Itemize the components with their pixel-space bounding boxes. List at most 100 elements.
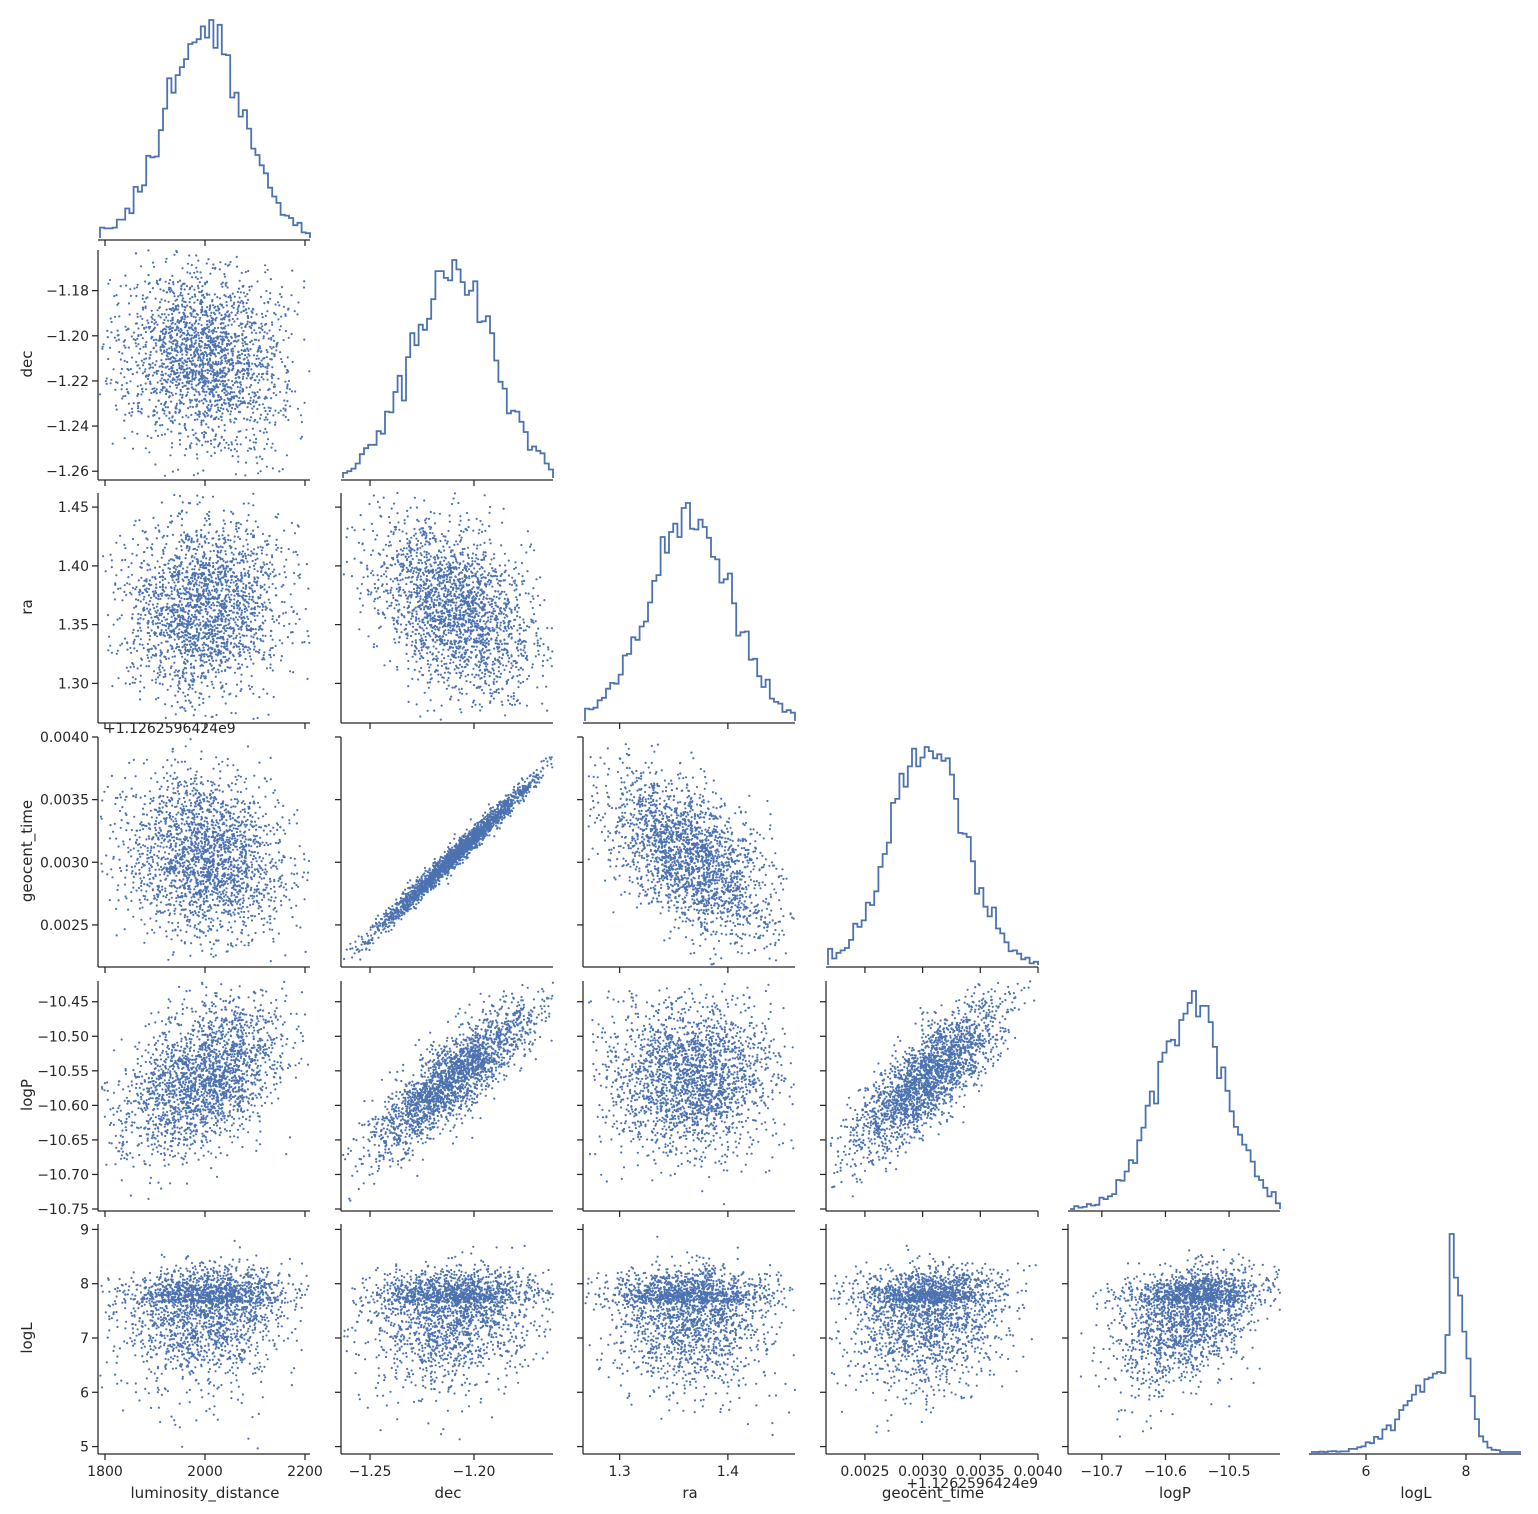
scatter-point (259, 596, 262, 600)
scatter-point (225, 311, 228, 314)
scatter-point (241, 402, 244, 405)
scatter-point (161, 612, 164, 615)
scatter-point (263, 588, 266, 591)
scatter-point (166, 365, 169, 368)
scatter-point (178, 600, 181, 603)
scatter-point (281, 360, 284, 364)
scatter-point (190, 593, 193, 596)
scatter-point (252, 642, 255, 646)
scatter-point (154, 622, 157, 625)
scatter-point (290, 294, 293, 297)
scatter-point (196, 284, 200, 287)
scatter-point (435, 625, 438, 629)
scatter-point (207, 325, 211, 328)
scatter-point (185, 414, 188, 417)
scatter-point (291, 360, 294, 364)
scatter-point (415, 537, 418, 540)
scatter-point (283, 571, 286, 574)
scatter-point (261, 328, 264, 331)
scatter-point (195, 319, 198, 322)
scatter-point (190, 343, 193, 346)
scatter-point (171, 470, 174, 473)
scatter-point (157, 314, 160, 317)
scatter-point (205, 660, 208, 664)
scatter-point (203, 655, 206, 658)
scatter-point (306, 677, 309, 681)
scatter-point (211, 544, 214, 547)
scatter-point (446, 540, 449, 543)
scatter-point (271, 615, 274, 618)
scatter-point (220, 355, 223, 358)
scatter-point (495, 680, 498, 683)
scatter-point (233, 535, 236, 538)
scatter-point (276, 546, 279, 549)
scatter-point (495, 578, 499, 581)
scatter-point (248, 321, 251, 324)
scatter-point (156, 434, 160, 437)
scatter-point (190, 666, 193, 669)
scatter-point (222, 369, 225, 372)
scatter-point (244, 270, 247, 274)
scatter-point (170, 647, 173, 651)
scatter-point (223, 446, 226, 449)
scatter-point (204, 344, 207, 347)
scatter-point (301, 641, 304, 644)
scatter-point (161, 373, 164, 376)
scatter-point (230, 449, 233, 452)
scatter-point (145, 357, 148, 360)
scatter-point (131, 676, 135, 679)
scatter-point (189, 272, 192, 275)
scatter-point (264, 366, 267, 369)
scatter-point (207, 360, 210, 364)
scatter-point (160, 433, 163, 437)
scatter-point (215, 561, 218, 565)
scatter-point (268, 329, 271, 332)
scatter-point (171, 312, 174, 316)
scatter-point (189, 582, 192, 586)
scatter-point (255, 357, 258, 361)
scatter-point (162, 631, 165, 634)
scatter-point (161, 332, 165, 335)
scatter-point (399, 579, 402, 582)
scatter-point (204, 309, 207, 313)
scatter-point (215, 659, 218, 662)
scatter-point (202, 412, 205, 415)
scatter-point (260, 570, 263, 573)
scatter-point (421, 627, 424, 630)
scatter-point (300, 435, 304, 438)
scatter-point (124, 547, 127, 550)
scatter-point (222, 509, 225, 512)
scatter-point (196, 603, 199, 606)
scatter-point (189, 686, 192, 689)
scatter-point (215, 345, 218, 348)
scatter-point (227, 315, 230, 318)
scatter-point (237, 300, 240, 303)
scatter-point (233, 295, 236, 298)
scatter-point (174, 568, 178, 571)
scatter-point (265, 465, 268, 468)
scatter-point (274, 421, 277, 424)
scatter-point (185, 321, 189, 325)
scatter-point (208, 695, 211, 698)
scatter-point (194, 552, 197, 555)
scatter-point (219, 376, 222, 379)
scatter-point (162, 571, 165, 575)
scatter-point (149, 363, 152, 366)
scatter-point (171, 394, 174, 397)
scatter-point (229, 666, 232, 669)
scatter-point (223, 605, 226, 608)
scatter-point (176, 674, 180, 677)
scatter-point (522, 680, 525, 684)
scatter-point (298, 573, 301, 576)
scatter-point (483, 675, 486, 678)
scatter-point (139, 347, 142, 350)
scatter-point (185, 350, 188, 353)
scatter-point (228, 363, 232, 366)
scatter-point (237, 590, 240, 593)
scatter-point (192, 377, 196, 381)
scatter-point (154, 363, 157, 366)
scatter-point (213, 380, 216, 383)
scatter-point (230, 406, 234, 410)
scatter-point (207, 514, 210, 518)
scatter-point (262, 573, 265, 577)
